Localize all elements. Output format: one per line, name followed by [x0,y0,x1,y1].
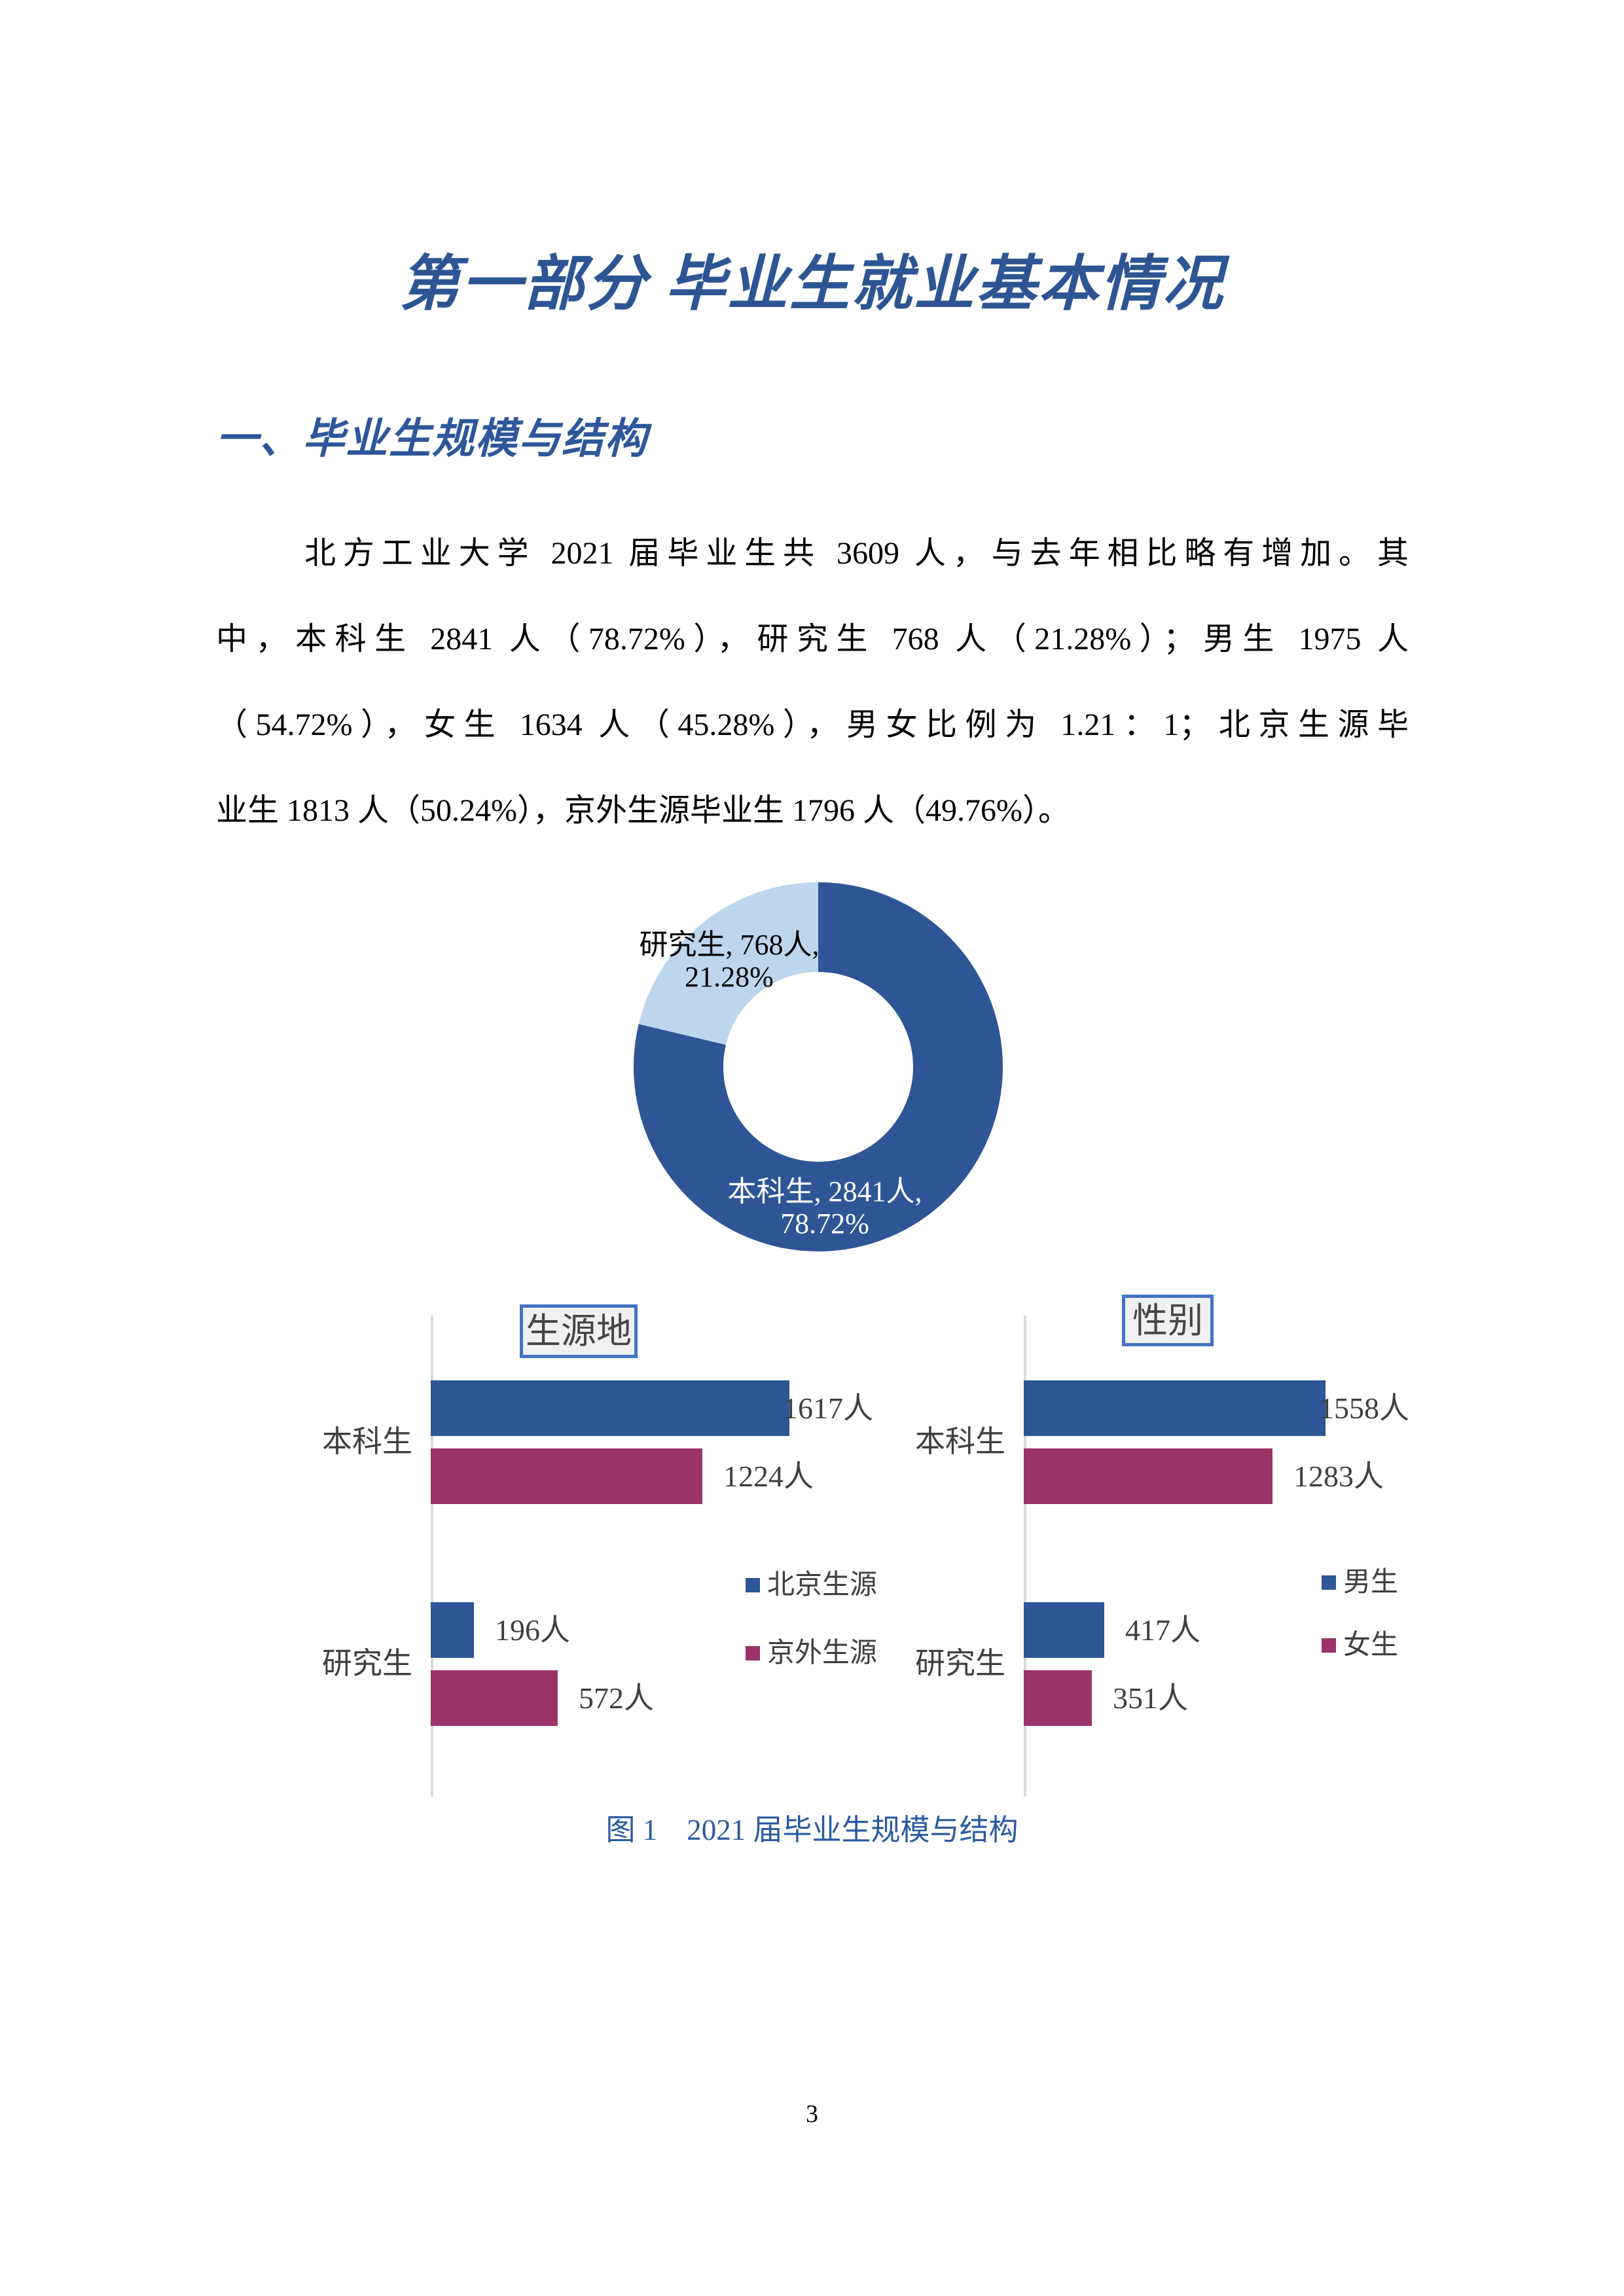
legend-swatch [746,1578,760,1592]
bar-data-label: 1224人 [723,1459,814,1493]
page-title: 第一部分 毕业生就业基本情况 [399,251,1225,317]
bar-女生-研究生 [1024,1670,1092,1726]
value-axis-line [1024,1316,1026,1797]
body-paragraph: 北方工业大学 2021 届毕业生共 3609 人，与去年相比略有增加。其中，本科… [216,511,1409,853]
legend-label: 北京生源 [767,1570,878,1600]
section-heading: 一、毕业生规模与结构 [216,416,648,462]
bar-北京生源-本科生 [431,1380,789,1436]
paragraph-line: （54.72%），女生 1634 人（45.28%），男女比例为 1.21：1；… [216,708,1409,742]
legend-swatch [746,1646,760,1660]
bar-data-label: 1283人 [1293,1459,1384,1493]
legend-label: 京外生源 [767,1638,878,1668]
legend-swatch [1322,1575,1336,1590]
donut-label-postgraduate: 研究生, 768人, 21.28% [639,929,820,993]
legend-label: 女生 [1343,1630,1399,1660]
figure-caption: 图 1 2021 届毕业生规模与结构 [605,1814,1019,1846]
category-label: 本科生 [915,1425,1005,1458]
bar-男生-研究生 [1024,1602,1104,1658]
legend-swatch [1322,1638,1336,1653]
bar-北京生源-研究生 [431,1602,474,1658]
chart-title-box: 生源地 [520,1304,638,1358]
bar-data-label: 1617人 [783,1391,873,1425]
chart-title: 性别 [1132,1300,1203,1340]
bar-data-label: 351人 [1113,1681,1188,1715]
paragraph-line: 中，本科生 2841 人（78.72%），研究生 768 人（21.28%）；男… [216,622,1409,656]
chart-title: 生源地 [526,1312,632,1351]
bar-data-label: 572人 [579,1681,654,1715]
bar-data-label: 417人 [1125,1613,1200,1647]
bar-女生-本科生 [1024,1448,1272,1504]
category-label: 研究生 [915,1647,1005,1680]
donut-hole [723,972,913,1162]
bar-data-label: 1558人 [1319,1391,1409,1425]
category-label: 研究生 [322,1647,412,1680]
bar-京外生源-本科生 [431,1448,702,1504]
category-label: 本科生 [322,1425,412,1458]
donut-label-undergraduate: 本科生, 2841人, 78.72% [727,1175,922,1240]
paragraph-line: 北方工业大学 2021 届毕业生共 3609 人，与去年相比略有增加。其 [304,536,1409,571]
paragraph-line: 业生 1813 人（50.24%），京外生源毕业生 1796 人（49.76%）… [216,793,1070,828]
legend-label: 男生 [1343,1568,1399,1598]
value-axis-line [431,1316,433,1797]
chart-title-box: 性别 [1122,1295,1214,1346]
page-number: 3 [806,2100,818,2128]
bar-京外生源-研究生 [431,1670,558,1726]
bar-data-label: 196人 [495,1613,570,1647]
bar-男生-本科生 [1024,1380,1326,1436]
